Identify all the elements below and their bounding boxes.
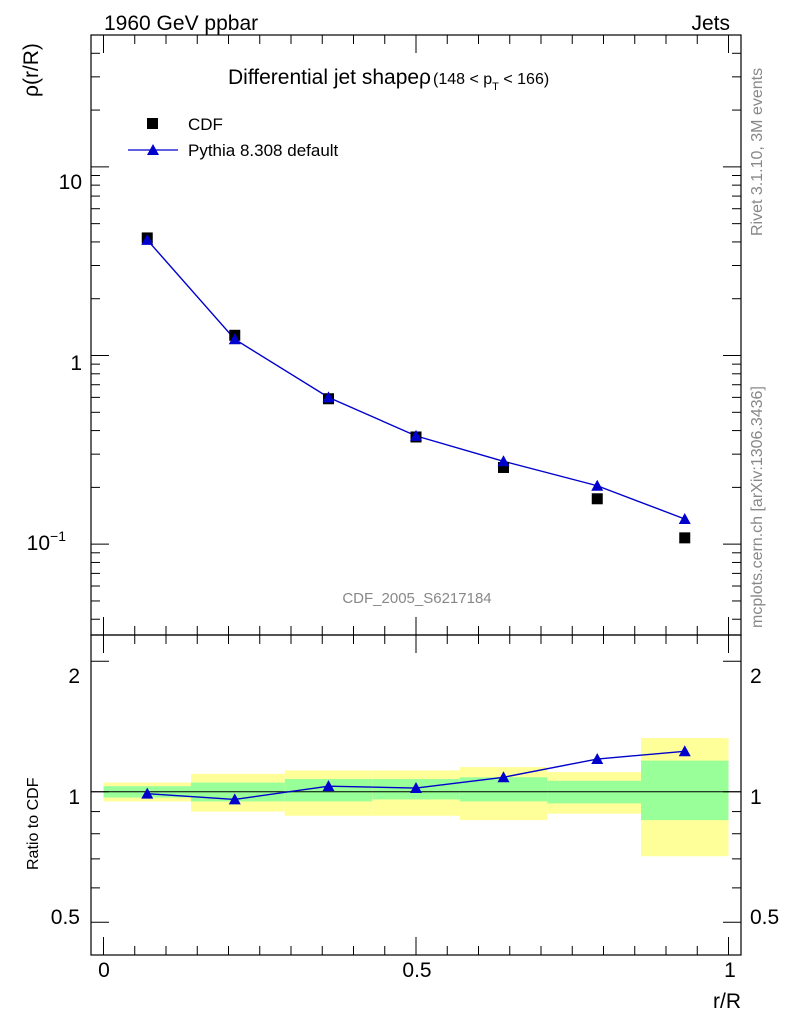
legend-cdf-label: CDF	[188, 115, 223, 134]
pythia-point-4	[497, 455, 510, 467]
ytick-label-10: 10	[59, 171, 82, 194]
ratio-band-green-6	[641, 760, 729, 821]
ratio-axes	[91, 35, 741, 955]
pythia-point-3	[410, 429, 422, 441]
analysis-watermark: CDF_2005_S6217184	[342, 590, 491, 607]
header-jets: Jets	[691, 12, 730, 35]
ratio-point-6	[678, 745, 691, 757]
pythia-point-1	[228, 333, 241, 345]
xtick-label-1: 1	[724, 959, 736, 982]
ratio-point-2	[322, 780, 335, 792]
ratio-plot-frame	[90, 634, 742, 956]
legend-pythia-label: Pythia 8.308 default	[188, 141, 339, 160]
ratio-ytick-label-2-right: 2	[750, 665, 762, 688]
ratio-point-1	[228, 793, 241, 805]
header-energy: 1960 GeV ppbar	[104, 12, 258, 35]
ratio-point-4	[497, 771, 510, 783]
ratio-ytick-label-0.5: 0.5	[51, 906, 80, 929]
legend-pythia-marker	[147, 144, 159, 155]
ratio-point-5	[591, 753, 604, 765]
ratio-point-3	[410, 782, 422, 794]
chart-title: Differential jet shapeρ (148 < pT < 166)	[228, 66, 549, 93]
legend: CDF Pythia 8.308 default	[128, 115, 339, 160]
rivet-label: Rivet 3.1.10, 3M events	[749, 68, 766, 236]
xtick-label-0.5: 0.5	[402, 959, 431, 982]
ratio-ytick-label-0.5-right: 0.5	[750, 906, 779, 929]
xtick-label-0: 0	[98, 959, 110, 982]
pythia-point-5	[591, 479, 604, 491]
cdf-point-5	[591, 493, 603, 505]
pythia-point-0	[141, 233, 154, 245]
legend-cdf-marker	[147, 118, 158, 129]
cdf-point-4	[498, 461, 509, 473]
ytick-label-1: 1	[70, 352, 82, 375]
y-axis-label: ρ(r/R)	[20, 43, 43, 97]
ytick-label-0.1: 10−1	[27, 528, 67, 555]
pythia-line	[146, 239, 685, 520]
pythia-point-2	[322, 391, 335, 403]
pythia-point-6	[678, 512, 691, 524]
main-axes	[91, 34, 741, 620]
x-axis-label: r/R	[713, 990, 741, 1013]
ratio-ytick-label-1: 1	[68, 786, 80, 809]
ratio-point-0	[141, 787, 154, 799]
ratio-marks	[141, 745, 691, 805]
ratio-axis-label: Ratio to CDF	[25, 777, 42, 870]
main-marks	[141, 232, 691, 544]
cdf-point-6	[679, 532, 691, 544]
ratio-ytick-label-1-right: 1	[750, 786, 762, 809]
mcplots-label: mcplots.cern.ch [arXiv:1306.3436]	[749, 386, 766, 628]
ratio-ytick-label-2: 2	[68, 665, 80, 688]
